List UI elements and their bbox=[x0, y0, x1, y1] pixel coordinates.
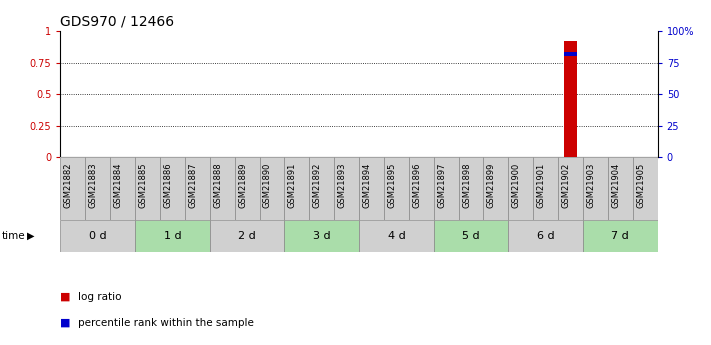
Text: GSM21904: GSM21904 bbox=[611, 163, 620, 208]
FancyBboxPatch shape bbox=[359, 220, 434, 252]
Text: GSM21883: GSM21883 bbox=[89, 163, 97, 208]
Text: GSM21894: GSM21894 bbox=[363, 163, 371, 208]
Text: ■: ■ bbox=[60, 292, 71, 302]
Text: GSM21902: GSM21902 bbox=[562, 163, 570, 208]
Text: 7 d: 7 d bbox=[611, 231, 629, 241]
Text: log ratio: log ratio bbox=[78, 292, 122, 302]
Text: GSM21888: GSM21888 bbox=[213, 163, 222, 208]
FancyBboxPatch shape bbox=[508, 220, 583, 252]
Text: GSM21899: GSM21899 bbox=[487, 163, 496, 208]
FancyBboxPatch shape bbox=[85, 157, 110, 220]
Bar bbox=[564, 52, 577, 56]
Text: GSM21891: GSM21891 bbox=[288, 163, 297, 208]
FancyBboxPatch shape bbox=[210, 220, 284, 252]
Text: GSM21886: GSM21886 bbox=[164, 163, 172, 208]
FancyBboxPatch shape bbox=[409, 157, 434, 220]
Text: 3 d: 3 d bbox=[313, 231, 331, 241]
FancyBboxPatch shape bbox=[459, 157, 483, 220]
Text: GSM21898: GSM21898 bbox=[462, 163, 471, 208]
FancyBboxPatch shape bbox=[284, 157, 309, 220]
FancyBboxPatch shape bbox=[309, 157, 334, 220]
Text: GSM21890: GSM21890 bbox=[263, 163, 272, 208]
Text: GSM21905: GSM21905 bbox=[636, 163, 645, 208]
Text: time: time bbox=[1, 231, 25, 241]
FancyBboxPatch shape bbox=[558, 157, 583, 220]
FancyBboxPatch shape bbox=[483, 157, 508, 220]
Text: GSM21903: GSM21903 bbox=[587, 163, 595, 208]
FancyBboxPatch shape bbox=[384, 157, 409, 220]
Text: percentile rank within the sample: percentile rank within the sample bbox=[78, 318, 254, 327]
Text: 0 d: 0 d bbox=[89, 231, 107, 241]
Text: GDS970 / 12466: GDS970 / 12466 bbox=[60, 14, 175, 29]
FancyBboxPatch shape bbox=[533, 157, 558, 220]
FancyBboxPatch shape bbox=[185, 157, 210, 220]
FancyBboxPatch shape bbox=[110, 157, 135, 220]
FancyBboxPatch shape bbox=[608, 157, 633, 220]
Text: GSM21897: GSM21897 bbox=[437, 163, 447, 208]
Text: 2 d: 2 d bbox=[238, 231, 256, 241]
FancyBboxPatch shape bbox=[210, 157, 235, 220]
FancyBboxPatch shape bbox=[359, 157, 384, 220]
FancyBboxPatch shape bbox=[235, 157, 260, 220]
Text: 6 d: 6 d bbox=[537, 231, 555, 241]
FancyBboxPatch shape bbox=[135, 157, 160, 220]
Bar bbox=[564, 41, 577, 157]
Text: GSM21889: GSM21889 bbox=[238, 163, 247, 208]
FancyBboxPatch shape bbox=[260, 157, 284, 220]
Text: 1 d: 1 d bbox=[164, 231, 181, 241]
FancyBboxPatch shape bbox=[160, 157, 185, 220]
Text: GSM21895: GSM21895 bbox=[387, 163, 397, 208]
Text: GSM21896: GSM21896 bbox=[412, 163, 421, 208]
FancyBboxPatch shape bbox=[135, 220, 210, 252]
Text: GSM21900: GSM21900 bbox=[512, 163, 520, 208]
Text: GSM21882: GSM21882 bbox=[64, 163, 73, 208]
FancyBboxPatch shape bbox=[434, 157, 459, 220]
Text: GSM21885: GSM21885 bbox=[139, 163, 148, 208]
FancyBboxPatch shape bbox=[284, 220, 359, 252]
Text: ■: ■ bbox=[60, 318, 71, 327]
FancyBboxPatch shape bbox=[633, 157, 658, 220]
FancyBboxPatch shape bbox=[583, 220, 658, 252]
Text: GSM21901: GSM21901 bbox=[537, 163, 545, 208]
Text: GSM21887: GSM21887 bbox=[188, 163, 197, 208]
FancyBboxPatch shape bbox=[60, 157, 85, 220]
Text: ▶: ▶ bbox=[27, 231, 35, 241]
Text: GSM21892: GSM21892 bbox=[313, 163, 321, 208]
Text: GSM21893: GSM21893 bbox=[338, 163, 346, 208]
Text: 4 d: 4 d bbox=[387, 231, 405, 241]
FancyBboxPatch shape bbox=[60, 220, 135, 252]
FancyBboxPatch shape bbox=[508, 157, 533, 220]
Text: GSM21884: GSM21884 bbox=[114, 163, 122, 208]
FancyBboxPatch shape bbox=[334, 157, 359, 220]
FancyBboxPatch shape bbox=[583, 157, 608, 220]
FancyBboxPatch shape bbox=[434, 220, 508, 252]
Text: 5 d: 5 d bbox=[462, 231, 480, 241]
